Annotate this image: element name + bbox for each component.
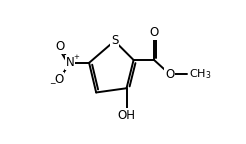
Text: O: O [56, 40, 65, 53]
Text: OH: OH [118, 109, 136, 122]
Text: N: N [66, 56, 75, 69]
Text: O: O [149, 26, 159, 39]
Text: CH$_3$: CH$_3$ [189, 67, 211, 81]
Text: O: O [54, 73, 63, 86]
Text: O: O [165, 68, 174, 81]
Text: −: − [49, 79, 56, 88]
Text: +: + [74, 54, 79, 60]
Text: S: S [111, 34, 118, 47]
